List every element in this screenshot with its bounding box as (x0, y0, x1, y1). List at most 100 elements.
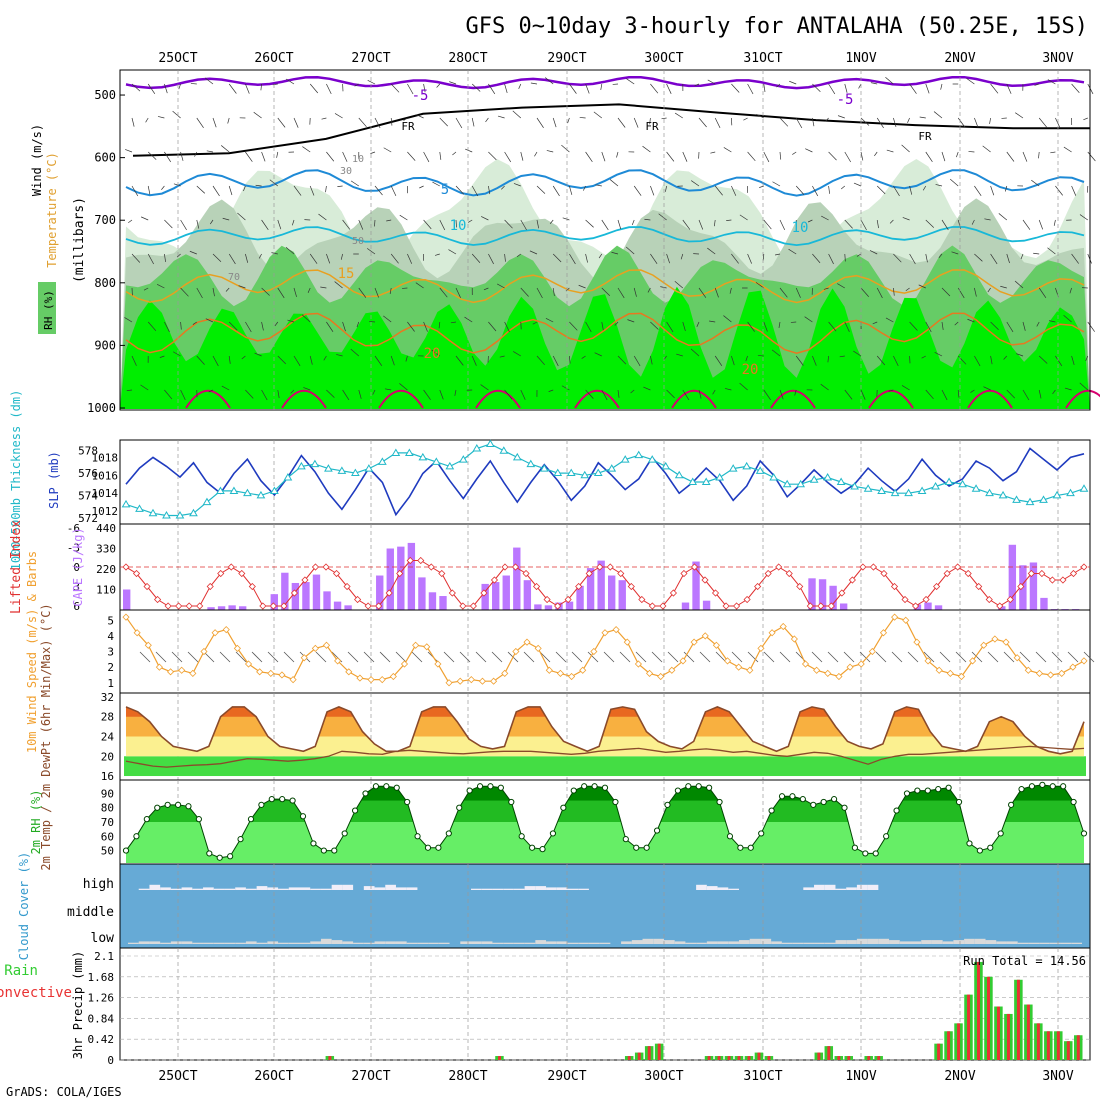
temp-band-mid (120, 697, 1090, 737)
cloud-bar-low (835, 940, 846, 944)
wind-barb (207, 151, 213, 152)
wind-barb (245, 84, 249, 94)
rh2m-point (228, 854, 233, 859)
wind-speed-point (814, 667, 820, 673)
cape-tick: 440 (96, 522, 116, 535)
wind-barb (910, 84, 917, 94)
lifted-index-point (365, 603, 371, 609)
cloud-bar-high (525, 886, 536, 890)
lifted-index-point (439, 571, 445, 577)
cape-bar (513, 548, 520, 610)
top-date-label: 1NOV (845, 51, 876, 66)
wind-barb (601, 84, 602, 90)
temp-tick: 24 (101, 731, 115, 744)
rh2m-tick: 70 (101, 816, 114, 829)
wind-barb (1023, 152, 1027, 162)
cloud-bar-high (825, 885, 836, 890)
surface-barb (156, 652, 166, 662)
cape-tick: 220 (96, 563, 116, 576)
surface-barb (556, 652, 566, 662)
precip-bar-convective (967, 995, 970, 1060)
rh2m-point (623, 837, 628, 842)
rh2m-point (925, 788, 930, 793)
bottom-date-label: 31OCT (743, 1069, 782, 1084)
contour-label-minus5: -5 (837, 92, 854, 108)
thickness-point (946, 479, 953, 485)
precip-tick: 2.1 (94, 950, 114, 963)
cloud-bar-low (342, 941, 353, 944)
cloud-bar-low (782, 943, 793, 944)
cloud-bar-low (535, 940, 546, 944)
thickness-point (824, 474, 831, 480)
top-date-label: 28OCT (448, 51, 487, 66)
rh2m-tick: 60 (101, 830, 114, 843)
rh2m-point (144, 817, 149, 822)
rh2m-point (779, 794, 784, 799)
rh2m-point (717, 799, 722, 804)
cloud-bar-low (428, 943, 439, 944)
wind-barb (643, 146, 651, 152)
rh2m-point (800, 797, 805, 802)
wind-barb (488, 152, 496, 160)
wind-barb (229, 84, 236, 94)
wind-speed-point (179, 667, 185, 673)
wind-barb (773, 182, 780, 186)
wind-barb (731, 84, 739, 93)
cloud-bar-low (685, 943, 696, 944)
wind-barb (829, 152, 837, 160)
cloud-bar-high (310, 889, 321, 890)
rh2m-point (519, 834, 524, 839)
wind-tick: 2 (107, 661, 114, 674)
wind-barb (650, 84, 657, 93)
cloud-bar-low (760, 939, 771, 944)
contour-label-15: 15 (338, 266, 355, 282)
wind-barb (197, 186, 205, 193)
cloud-bar-high (728, 889, 739, 890)
cape-bar (1030, 562, 1037, 610)
wind-speed-point (914, 639, 920, 645)
cloud-bar-low (289, 943, 300, 944)
cloud-bar-low (1061, 943, 1072, 944)
wind-barb (1064, 147, 1072, 152)
cape-bar (608, 576, 615, 610)
rh2m-point (696, 784, 701, 789)
wind-barb (262, 152, 265, 161)
wind-barb (531, 83, 537, 84)
slp-tick: 1016 (92, 469, 119, 482)
wind-barb (568, 118, 570, 123)
rh2m-point (894, 808, 899, 813)
rh2m-point (790, 794, 795, 799)
wind-barb (424, 152, 429, 162)
rh2m-point (384, 784, 389, 789)
surface-barb (284, 652, 294, 662)
wind-barb (384, 148, 391, 152)
temp-tick: 28 (101, 711, 114, 724)
precip-bar-convective (1027, 1005, 1030, 1060)
cloud-bar-low (471, 941, 482, 944)
pressure-tick: 1000 (87, 401, 116, 415)
wind-barb (553, 186, 559, 196)
cloud-bar-low (364, 943, 375, 944)
wind-barb (537, 186, 545, 194)
precip-bar-convective (748, 1056, 751, 1060)
rh2m-point (550, 831, 555, 836)
rh2m-point (654, 828, 659, 833)
surface-barb (140, 652, 150, 662)
wind-barb (789, 81, 796, 84)
thickness-point (379, 458, 386, 464)
wind-speed-point (479, 678, 485, 684)
wind-barb (128, 220, 132, 223)
precip-bar-convective (827, 1046, 830, 1060)
lifted-index-point (418, 558, 424, 564)
rh2m-point (686, 784, 691, 789)
temp-band-dark (120, 697, 1090, 717)
wind-speed-point (658, 674, 664, 680)
wind-barb (854, 183, 861, 186)
precip-bar-convective (837, 1056, 840, 1060)
wind-barb (521, 152, 523, 161)
wind-barb (419, 186, 423, 188)
cloud-bar-high (364, 886, 375, 890)
cloud-tick: middle (67, 905, 114, 920)
cloud-bar-high (214, 889, 225, 890)
rh-label-10: 10 (352, 154, 364, 165)
